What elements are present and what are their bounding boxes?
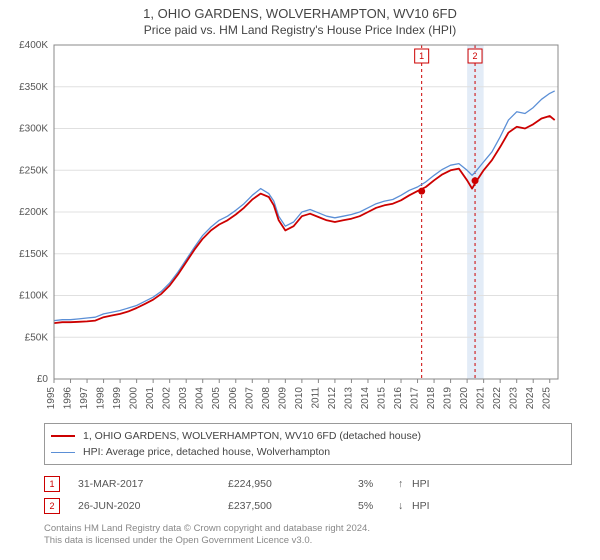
svg-text:1998: 1998: [96, 387, 107, 410]
svg-text:£150K: £150K: [19, 249, 48, 260]
chart-area: £0 £50K £100K £150K £200K £250K £300K £350K £400…: [10, 39, 570, 419]
svg-text:2022: 2022: [492, 387, 503, 410]
svg-text:2003: 2003: [178, 387, 189, 410]
svg-text:1: 1: [419, 51, 424, 61]
footer: Contains HM Land Registry data © Crown c…: [44, 523, 572, 548]
svg-text:1999: 1999: [112, 387, 123, 410]
chart-subtitle: Price paid vs. HM Land Registry's House …: [0, 23, 600, 37]
svg-text:2002: 2002: [162, 387, 173, 410]
svg-text:2005: 2005: [211, 387, 222, 410]
transaction-vs: HPI: [412, 478, 430, 490]
transaction-arrow-icon: ↓: [398, 500, 412, 512]
svg-text:2007: 2007: [244, 387, 255, 410]
transaction-row: 1 31-MAR-2017£224,9503%↑HPI: [44, 473, 572, 495]
svg-text:£350K: £350K: [19, 82, 48, 93]
transactions-table: 1 31-MAR-2017£224,9503%↑HPI 2 26-JUN-2020£2…: [44, 473, 572, 517]
svg-text:£300K: £300K: [19, 124, 48, 135]
transaction-marker: 2: [44, 498, 60, 514]
transaction-vs: HPI: [412, 500, 430, 512]
svg-text:2004: 2004: [195, 387, 206, 410]
transaction-arrow-icon: ↑: [398, 478, 412, 490]
transaction-date: 31-MAR-2017: [78, 478, 228, 490]
title-block: 1, OHIO GARDENS, WOLVERHAMPTON, WV10 6FD…: [0, 0, 600, 39]
chart-svg: £0 £50K £100K £150K £200K £250K £300K £350K £400…: [10, 39, 570, 419]
svg-text:2017: 2017: [410, 387, 421, 410]
svg-text:2025: 2025: [542, 387, 553, 410]
legend-label: HPI: Average price, detached house, Wolv…: [83, 446, 330, 458]
transaction-date: 26-JUN-2020: [78, 500, 228, 512]
svg-text:2014: 2014: [360, 387, 371, 410]
legend-item: 1, OHIO GARDENS, WOLVERHAMPTON, WV10 6FD…: [51, 428, 565, 444]
svg-text:2008: 2008: [261, 387, 272, 410]
footer-line-2: This data is licensed under the Open Gov…: [44, 535, 572, 547]
chart-title: 1, OHIO GARDENS, WOLVERHAMPTON, WV10 6FD: [0, 6, 600, 21]
chart-container: 1, OHIO GARDENS, WOLVERHAMPTON, WV10 6FD…: [0, 0, 600, 560]
legend-swatch: [51, 435, 75, 437]
svg-text:2021: 2021: [476, 387, 487, 410]
footer-line-1: Contains HM Land Registry data © Crown c…: [44, 523, 572, 535]
transaction-price: £237,500: [228, 500, 358, 512]
transaction-row: 2 26-JUN-2020£237,5005%↓HPI: [44, 495, 572, 517]
svg-text:2012: 2012: [327, 387, 338, 410]
legend-swatch: [51, 452, 75, 453]
svg-text:2: 2: [473, 51, 478, 61]
svg-text:£200K: £200K: [19, 207, 48, 218]
svg-text:2015: 2015: [376, 387, 387, 410]
svg-text:1995: 1995: [46, 387, 57, 410]
svg-text:2013: 2013: [343, 387, 354, 410]
svg-text:2011: 2011: [310, 387, 321, 409]
svg-text:2009: 2009: [277, 387, 288, 410]
svg-text:2024: 2024: [525, 387, 536, 410]
legend: 1, OHIO GARDENS, WOLVERHAMPTON, WV10 6FD…: [44, 423, 572, 465]
svg-text:2006: 2006: [228, 387, 239, 410]
transaction-pct: 3%: [358, 478, 398, 490]
svg-text:2023: 2023: [509, 387, 520, 410]
transaction-marker: 1: [44, 476, 60, 492]
info-block: 1, OHIO GARDENS, WOLVERHAMPTON, WV10 6FD…: [44, 423, 572, 548]
svg-text:1996: 1996: [63, 387, 74, 410]
svg-text:£250K: £250K: [19, 165, 48, 176]
svg-text:2001: 2001: [145, 387, 156, 410]
legend-label: 1, OHIO GARDENS, WOLVERHAMPTON, WV10 6FD…: [83, 430, 421, 442]
svg-text:£100K: £100K: [19, 291, 48, 302]
svg-text:1997: 1997: [79, 387, 90, 410]
svg-text:£0: £0: [37, 374, 49, 385]
svg-text:2016: 2016: [393, 387, 404, 410]
svg-text:2019: 2019: [443, 387, 454, 410]
svg-text:£400K: £400K: [19, 40, 48, 51]
svg-text:£50K: £50K: [25, 332, 49, 343]
svg-text:2018: 2018: [426, 387, 437, 410]
svg-text:2020: 2020: [459, 387, 470, 410]
transaction-price: £224,950: [228, 478, 358, 490]
legend-item: HPI: Average price, detached house, Wolv…: [51, 444, 565, 460]
svg-text:2010: 2010: [294, 387, 305, 410]
svg-text:2000: 2000: [129, 387, 140, 410]
transaction-pct: 5%: [358, 500, 398, 512]
